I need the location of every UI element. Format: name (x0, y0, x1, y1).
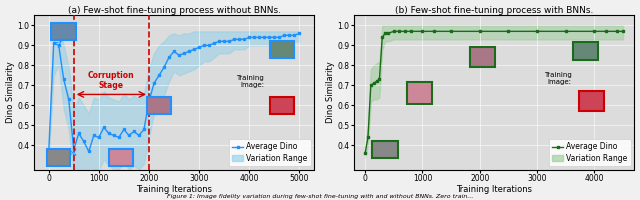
Bar (109, 149, 133, 166)
Text: Training
Image:: Training Image: (543, 72, 572, 85)
Text: Corruption
Stage: Corruption Stage (88, 71, 134, 90)
Y-axis label: Dino Similarity: Dino Similarity (326, 62, 335, 123)
Bar (51, 23, 76, 40)
Bar (147, 97, 171, 114)
Legend: Average Dino, Variation Range: Average Dino, Variation Range (548, 139, 630, 166)
Bar (47, 149, 70, 166)
X-axis label: Training Iterations: Training Iterations (456, 185, 532, 194)
Text: Training
Image:: Training Image: (237, 75, 264, 88)
Bar (270, 97, 294, 114)
Bar (406, 82, 433, 104)
Bar (372, 141, 398, 158)
Bar (470, 47, 495, 67)
Text: Figure 1: Image fidelity variation during few-shot fine-tuning with and without : Figure 1: Image fidelity variation durin… (167, 194, 473, 199)
Title: (b) Few-shot fine-tuning process with BNNs.: (b) Few-shot fine-tuning process with BN… (395, 6, 593, 15)
Bar (573, 42, 598, 60)
Y-axis label: Dino Similarity: Dino Similarity (6, 62, 15, 123)
Bar (579, 91, 604, 111)
Bar (270, 41, 294, 58)
Legend: Average Dino, Variation Range: Average Dino, Variation Range (228, 139, 310, 166)
X-axis label: Training Iterations: Training Iterations (136, 185, 212, 194)
Title: (a) Few-shot fine-tuning process without BNNs.: (a) Few-shot fine-tuning process without… (68, 6, 280, 15)
